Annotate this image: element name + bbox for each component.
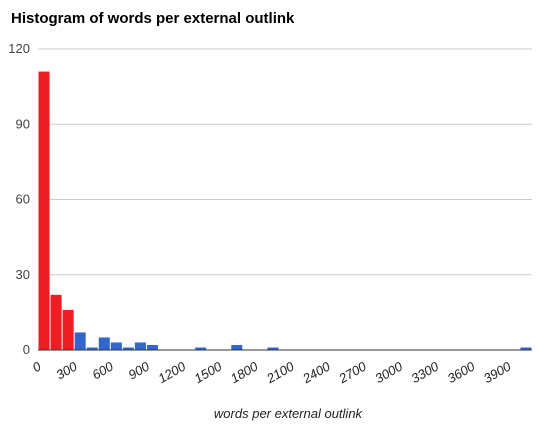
y-tick-label: 120 [8, 41, 30, 56]
histogram-bar [86, 347, 98, 350]
x-tick-label: 1200 [156, 358, 189, 386]
x-tick-label: 3000 [372, 358, 405, 386]
histogram-bar [267, 347, 279, 350]
chart-title: Histogram of words per external outlink [11, 10, 295, 27]
x-tick-label: 1500 [192, 358, 225, 386]
x-tick-label: 600 [89, 358, 116, 382]
x-tick-label: 300 [53, 358, 80, 382]
x-tick-label: 3600 [445, 358, 478, 386]
x-tick-label: 3900 [481, 358, 514, 386]
histogram-bar [38, 71, 50, 350]
x-axis-label: words per external outlink [214, 406, 364, 421]
y-tick-label: 90 [16, 116, 30, 131]
x-tick-label: 0 [30, 358, 44, 375]
histogram-bar [50, 294, 62, 350]
x-tick-label: 2100 [263, 358, 297, 386]
histogram-bar [134, 342, 146, 350]
histogram-bar [74, 332, 86, 350]
histogram-bar [110, 342, 122, 350]
gridlines [38, 48, 532, 276]
histogram-bar [146, 344, 158, 350]
histogram-bar [122, 347, 134, 350]
x-tick-label: 2700 [335, 358, 369, 386]
histogram-bar [231, 344, 243, 350]
histogram-bar [520, 347, 532, 350]
bars [38, 71, 532, 350]
histogram-bar [195, 347, 207, 350]
x-tick-label: 900 [126, 358, 153, 382]
histogram-bar [62, 309, 74, 350]
x-tick-label: 2400 [299, 358, 333, 386]
x-tick-label: 1800 [228, 358, 261, 386]
y-axis-ticks: 0 30 60 90 120 [8, 41, 30, 357]
y-tick-label: 30 [16, 267, 30, 282]
y-tick-label: 0 [23, 342, 30, 357]
x-axis-ticks: 0 300 600 900 1200 1500 1800 2100 2400 2700 3000 33… [30, 358, 514, 386]
x-tick-label: 3300 [409, 358, 442, 386]
histogram-bar [98, 337, 110, 350]
y-tick-label: 60 [16, 192, 30, 207]
